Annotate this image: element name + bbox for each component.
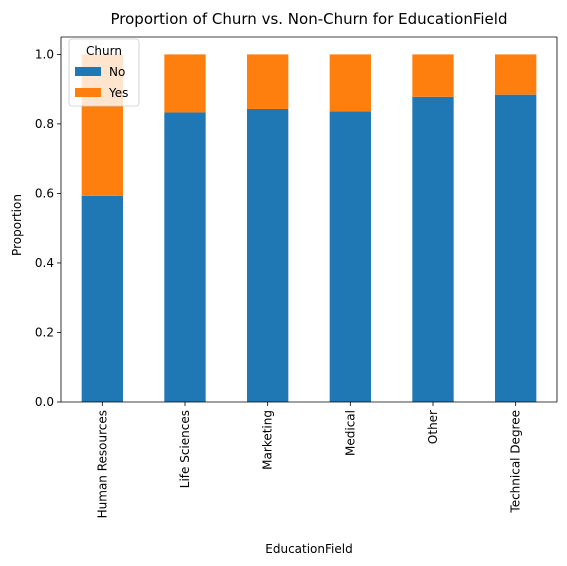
y-tick-label-1: 0.2 (35, 325, 54, 339)
x-tick-label-1: Life Sciences (178, 410, 192, 488)
legend-title: Churn (86, 44, 122, 58)
y-tick-label-2: 0.4 (35, 256, 54, 270)
x-tick-label-0: Human Resources (95, 410, 109, 518)
legend-label-yes: Yes (108, 86, 128, 100)
bar-no-2 (247, 108, 289, 403)
legend-swatch-no (75, 67, 101, 76)
bar-no-3 (329, 111, 371, 402)
y-tick-label-0: 0.0 (35, 395, 54, 409)
x-tick-label-5: Technical Degree (509, 410, 523, 514)
x-tick-label-4: Other (426, 410, 440, 444)
y-tick-label-4: 0.8 (35, 117, 54, 131)
bar-yes-4 (412, 54, 454, 97)
y-tick-label-5: 1.0 (35, 47, 54, 61)
bar-yes-1 (164, 54, 206, 113)
legend: Churn No Yes (68, 38, 140, 107)
bar-no-5 (495, 94, 537, 402)
legend-swatch-yes (75, 88, 101, 97)
plot-area: 0.0 0.2 0.4 0.6 0.8 1.0 Human Resources Life Sc… (35, 36, 558, 518)
legend-label-no: No (109, 65, 125, 79)
bar-no-0 (81, 195, 123, 402)
y-tick-label-3: 0.6 (35, 186, 54, 200)
bar-no-1 (164, 112, 206, 403)
y-axis-label: Proportion (10, 194, 24, 256)
chart-title: Proportion of Churn vs. Non-Churn for Ed… (111, 10, 508, 28)
bar-yes-5 (495, 54, 537, 95)
bar-no-4 (412, 96, 454, 402)
x-tick-label-2: Marketing (261, 410, 275, 470)
bar-yes-2 (247, 54, 289, 109)
bar-yes-3 (329, 54, 371, 112)
x-axis-label: EducationField (265, 542, 352, 556)
x-tick-label-3: Medical (343, 410, 357, 456)
